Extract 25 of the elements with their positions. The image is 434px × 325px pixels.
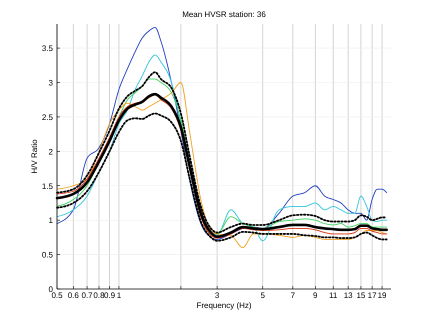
y-tick-label: 2 [48,147,54,156]
x-tick-label: 17 [368,291,378,300]
y-tick-label: 3 [48,78,54,88]
x-tick-label: 7 [290,291,296,300]
x-tick-label: 0.8 [93,291,106,300]
x-tick-label: 11 [329,291,338,300]
y-tick-label: 1 [48,216,54,226]
x-tick-label: 5 [260,291,266,300]
x-tick-label: 0.6 [68,291,80,300]
x-tick-label: 15 [356,291,366,300]
chart-title: Mean HVSR station: 36 [182,10,266,19]
y-tick-label: 3.5 [42,44,54,54]
y-axis-title: H/V Ratio [30,138,39,174]
x-tick-label: 0.7 [82,291,94,300]
y-tick-label: 0 [48,285,54,294]
y-tick-label: 1.5 [42,182,54,191]
y-tick-label: 2.5 [42,112,54,122]
x-tick-label: 1 [116,291,122,300]
x-axis-title: Frequency (Hz) [196,301,252,310]
y-tick-label: 0.5 [42,250,54,260]
x-tick-label: 0.9 [104,291,116,300]
x-tick-label: 13 [344,291,354,300]
x-tick-label: 9 [313,291,318,300]
x-tick-label: 3 [214,291,220,300]
x-tick-label: 19 [378,291,388,300]
